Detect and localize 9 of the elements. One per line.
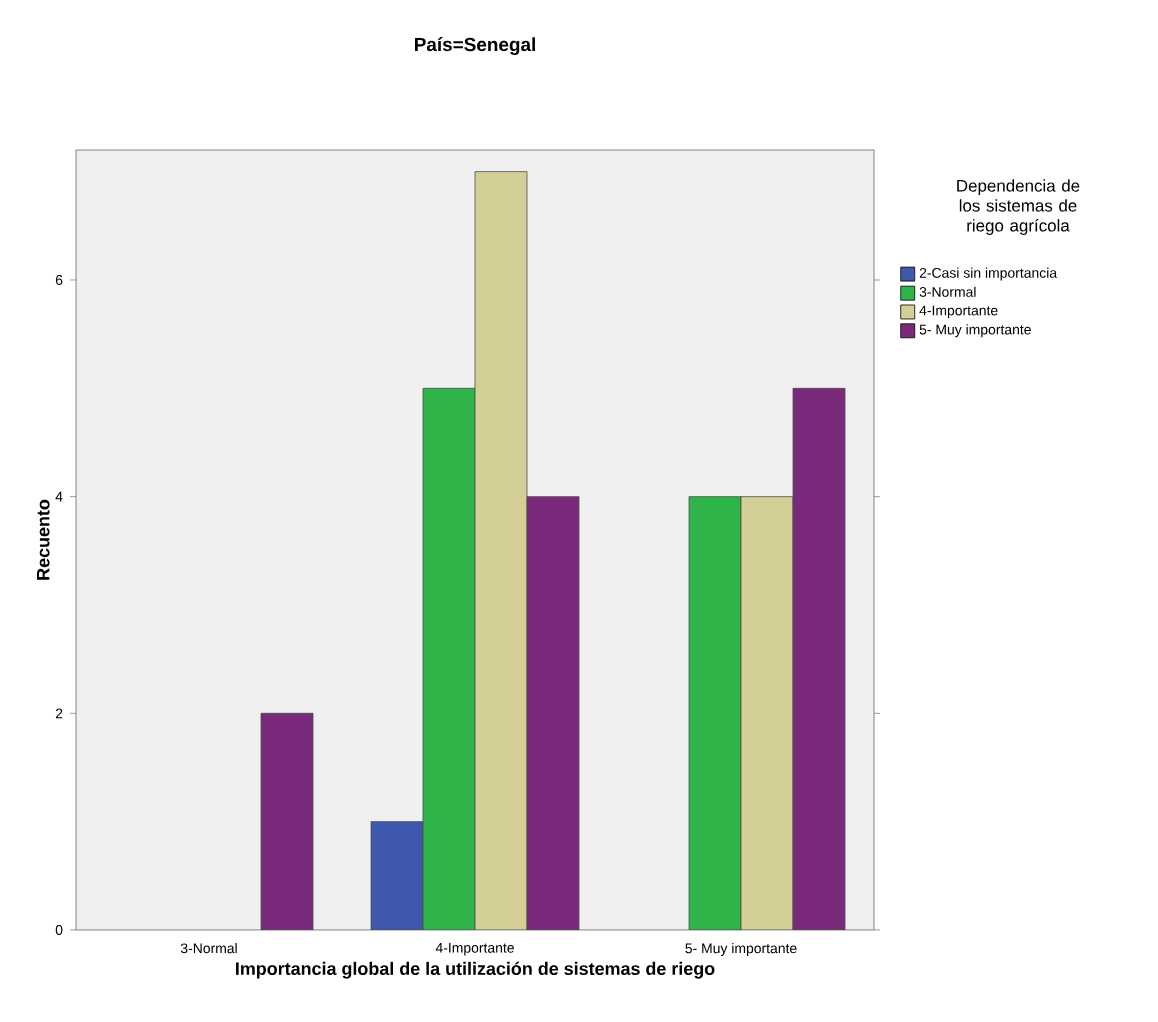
bar (260, 712, 314, 930)
bar (688, 496, 742, 930)
legend-title: Dependencia de los sistemas de riego agrícola (957, 179, 1080, 235)
bar (526, 496, 580, 930)
x-axis-title: Importancia global de la utilización de sistemas de riego (236, 961, 715, 979)
bar (422, 387, 476, 930)
chart-title: País=Senegal (415, 37, 535, 55)
y-axis-title: Recuento (37, 499, 50, 580)
bar (792, 387, 846, 930)
